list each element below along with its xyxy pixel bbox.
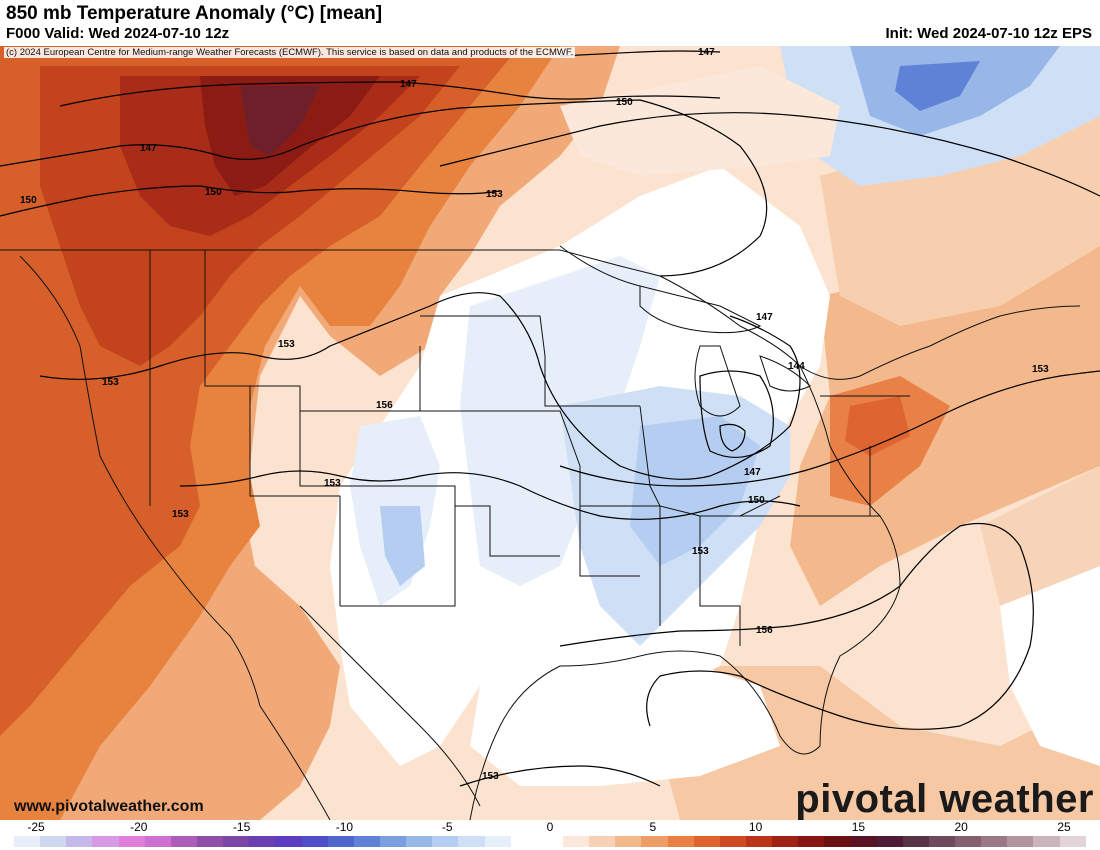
colorbar-swatch (144, 836, 171, 847)
contour-label: 144 (788, 361, 805, 372)
colorbar-swatch (1007, 836, 1034, 847)
colorbar-swatch (249, 836, 276, 847)
colorbar-swatch (902, 836, 929, 847)
init-time: Init: Wed 2024-07-10 12z EPS (885, 25, 1092, 42)
colorbar-swatch (170, 836, 197, 847)
colorbar-swatch (406, 836, 433, 847)
colorbar-swatch (66, 836, 93, 847)
colorbar-tick-label: 5 (649, 820, 657, 834)
contour-label: 150 (205, 187, 222, 198)
colorbar-swatch (536, 836, 563, 847)
colorbar-swatch (379, 836, 407, 847)
colorbar-swatch (327, 836, 354, 847)
contour-label: 150 (748, 495, 765, 506)
warm-anomaly-shading (0, 46, 1100, 820)
copyright-notice: (c) 2024 European Centre for Medium-rang… (4, 47, 576, 58)
contour-labels: 147 147 147 150 150 150 153 153 153 153 … (20, 47, 1049, 782)
website-link[interactable]: www.pivotalweather.com (14, 798, 204, 815)
colorbar-tick-label: 15 (851, 820, 866, 834)
contour-label: 156 (376, 400, 393, 411)
colorbar-swatch (562, 836, 590, 847)
colorbar-swatch (92, 836, 119, 847)
contour-label: 147 (698, 47, 715, 58)
colorbar-swatch (693, 836, 720, 847)
colorbar-swatch (641, 836, 668, 847)
colorbar-swatch (667, 836, 694, 847)
colorbar-swatch (1033, 836, 1060, 847)
colorbar-swatch (301, 836, 328, 847)
brand-logo: pivotal weather (795, 777, 1094, 820)
contour-label: 153 (692, 546, 709, 557)
contour-label: 150 (616, 97, 633, 108)
contour-label: 153 (278, 339, 295, 350)
colorbar-swatch (824, 836, 851, 847)
colorbar-swatch (615, 836, 642, 847)
colorbar-tick-label: 0 (546, 820, 554, 834)
colorbar-tick-label: -10 (335, 820, 354, 834)
colorbar: -25 -20 -15 -10 -5 0 5 10 15 20 25 (0, 820, 1100, 850)
height-contours (0, 50, 1100, 787)
contour-label: 156 (756, 625, 773, 636)
contour-label: 147 (744, 467, 761, 478)
colorbar-swatch (876, 836, 903, 847)
colorbar-swatch (275, 836, 302, 847)
valid-time: F000 Valid: Wed 2024-07-10 12z (6, 25, 230, 42)
colorbar-tick-label: -15 (232, 820, 251, 834)
contour-label: 153 (1032, 364, 1049, 375)
colorbar-swatch (353, 836, 380, 847)
colorbar-tick-label: -20 (130, 820, 148, 834)
colorbar-tick-label: -25 (27, 820, 45, 834)
colorbar-tick-label: 25 (1057, 820, 1071, 834)
contour-label: 147 (400, 79, 417, 90)
colorbar-swatch (850, 836, 877, 847)
contour-label: 153 (102, 377, 119, 388)
colorbar-swatch (719, 836, 746, 847)
colorbar-swatch (510, 836, 537, 847)
map-panel[interactable]: 147 147 147 150 150 150 153 153 153 153 … (0, 46, 1100, 820)
colorbar-ticks: -25 -20 -15 -10 -5 0 5 10 15 20 25 (0, 820, 1100, 834)
colorbar-swatch (981, 836, 1008, 847)
contour-label: 150 (20, 195, 37, 206)
colorbar-swatch (772, 836, 799, 847)
colorbar-swatch (40, 836, 67, 847)
colorbar-tick-label: 10 (748, 820, 763, 834)
colorbar-swatch (928, 836, 956, 847)
contour-label: 147 (140, 143, 157, 154)
colorbar-swatch (745, 836, 773, 847)
header: 850 mb Temperature Anomaly (°C) [mean] F… (0, 0, 1100, 46)
colorbar-tick-label: 20 (954, 820, 968, 834)
contour-label: 153 (482, 771, 499, 782)
great-lakes (639, 285, 811, 417)
contour-label: 153 (172, 509, 189, 520)
anomaly-map[interactable]: 147 147 147 150 150 150 153 153 153 153 … (0, 46, 1100, 820)
colorbar-swatch (955, 836, 982, 847)
colorbar-swatch (223, 836, 250, 847)
colorbar-swatch (1059, 836, 1086, 847)
colorbar-swatch (458, 836, 485, 847)
colorbar-swatch (589, 836, 616, 847)
colorbar-swatch (432, 836, 459, 847)
colorbar-swatch (798, 836, 825, 847)
contour-label: 153 (486, 189, 503, 200)
colorbar-swatch (118, 836, 145, 847)
contour-label: 153 (324, 478, 341, 489)
geographic-boundaries (0, 245, 1081, 820)
colorbar-swatch (196, 836, 224, 847)
colorbar-swatch (484, 836, 511, 847)
map-title: 850 mb Temperature Anomaly (°C) [mean] (6, 3, 383, 24)
colorbar-swatch (14, 836, 41, 847)
colorbar-swatches (14, 836, 1086, 847)
colorbar-tick-label: -5 (441, 820, 453, 834)
contour-label: 147 (756, 312, 773, 323)
